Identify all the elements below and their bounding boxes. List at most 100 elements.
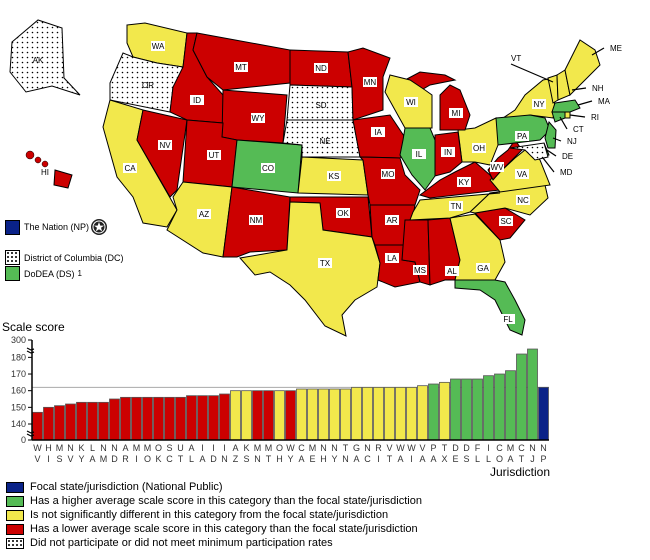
state-label-box [515, 169, 529, 179]
bar-ky[interactable] [76, 401, 87, 441]
state-label-ct: CT [573, 125, 584, 134]
bar-ia[interactable] [197, 395, 208, 441]
dc-label: District of Columbia (DC) [24, 252, 124, 263]
bar-wi[interactable] [406, 386, 417, 441]
bar-id[interactable] [208, 395, 219, 441]
state-label-box [516, 195, 530, 205]
leader-line [559, 116, 568, 130]
state-ak[interactable] [9, 19, 81, 96]
bar-wa[interactable] [395, 386, 406, 441]
bar-ms[interactable] [54, 405, 65, 441]
state-label-de: DE [562, 152, 573, 161]
bar-ct[interactable] [516, 353, 527, 441]
bar-pa[interactable] [428, 383, 439, 441]
x-tick-label: C [364, 454, 371, 464]
bar-oh[interactable] [274, 390, 285, 441]
state-label-ms: MS [414, 266, 426, 275]
state-md[interactable] [509, 142, 549, 161]
state-fl[interactable] [454, 279, 526, 336]
x-tick-label: K [243, 443, 249, 453]
state-ma[interactable] [551, 99, 581, 113]
bar-tn[interactable] [340, 388, 351, 441]
bar-ma[interactable] [505, 370, 516, 441]
bar-al[interactable] [186, 395, 197, 441]
x-tick-label: E [452, 454, 458, 464]
x-tick-label: I [487, 443, 490, 453]
state-hi[interactable] [53, 169, 73, 189]
state-label-pa: PA [517, 132, 528, 141]
bar-mt[interactable] [263, 390, 274, 441]
bar-nj[interactable] [527, 348, 538, 441]
state-label-box [457, 177, 471, 187]
x-tick-label: A [397, 454, 403, 464]
state-ri[interactable] [564, 111, 571, 119]
state-ct[interactable] [551, 111, 566, 123]
bar-ks[interactable] [241, 390, 252, 441]
bar-de[interactable] [450, 378, 461, 441]
x-tick-label: L [475, 454, 480, 464]
legend-label: Has a lower average scale score in this … [30, 523, 418, 535]
x-tick-label: N [529, 443, 536, 453]
state-label-or: OR [142, 81, 154, 90]
state-label-box [314, 63, 328, 73]
bar-ds[interactable] [461, 378, 472, 441]
bar-az[interactable] [230, 390, 241, 441]
bar-nm[interactable] [98, 401, 109, 441]
legend-label: Has a higher average scale score in this… [30, 495, 422, 507]
state-me[interactable] [564, 39, 601, 97]
bar-ny[interactable] [329, 388, 340, 441]
bar-tx[interactable] [439, 381, 450, 441]
x-tick-label: H [45, 443, 52, 453]
state-nj[interactable] [544, 120, 557, 149]
bar-nv[interactable] [65, 403, 76, 441]
state-label-mt: MT [235, 63, 247, 72]
x-tick-label: D [111, 454, 118, 464]
x-tick-label: N [342, 454, 349, 464]
state-label-box [123, 163, 137, 173]
x-tick-label: S [56, 454, 62, 464]
bar-ar[interactable] [120, 396, 131, 441]
state-mi[interactable] [439, 84, 471, 131]
legend-item-none: Did not participate or did not meet mini… [6, 537, 333, 550]
bar-il[interactable] [483, 375, 494, 441]
bar-vt[interactable] [384, 386, 395, 441]
x-tick-label: A [430, 454, 436, 464]
bar-nc[interactable] [362, 386, 373, 441]
y-tick-label: 170 [11, 369, 26, 379]
bar-ca[interactable] [296, 388, 307, 441]
bar-ri[interactable] [373, 386, 384, 441]
bar-ut[interactable] [175, 396, 186, 441]
bar-sc[interactable] [164, 396, 175, 441]
x-tick-label: D [463, 443, 470, 453]
state-tx[interactable] [239, 201, 381, 337]
legend-swatch [6, 482, 24, 493]
bar-hi[interactable] [43, 406, 54, 441]
bar-np[interactable] [538, 386, 549, 441]
bar-nh[interactable] [318, 388, 329, 441]
bar-wv[interactable] [32, 411, 43, 441]
state-ga[interactable] [449, 213, 506, 281]
y-tick-label: 300 [11, 335, 26, 345]
state-label-md: MD [560, 168, 573, 177]
bar-ga[interactable] [351, 386, 362, 441]
bar-me[interactable] [307, 388, 318, 441]
bar-mi[interactable] [131, 396, 142, 441]
bar-nd[interactable] [109, 398, 120, 441]
state-az[interactable] [166, 181, 233, 258]
state-nv[interactable] [136, 109, 188, 198]
state-label-box [385, 215, 399, 225]
bar-va[interactable] [417, 385, 428, 441]
state-label-box [499, 216, 513, 226]
bar-la[interactable] [87, 401, 98, 441]
bar-in[interactable] [219, 393, 230, 441]
bar-fl[interactable] [472, 378, 483, 441]
state-oh[interactable] [457, 117, 501, 166]
state-label-ny: NY [533, 100, 545, 109]
bar-mn[interactable] [252, 390, 263, 441]
state-label-va: VA [517, 170, 528, 179]
state-label-mo: MO [382, 170, 395, 179]
bar-co[interactable] [494, 373, 505, 441]
bar-ok[interactable] [153, 396, 164, 441]
bar-wy[interactable] [285, 390, 296, 441]
bar-mo[interactable] [142, 396, 153, 441]
